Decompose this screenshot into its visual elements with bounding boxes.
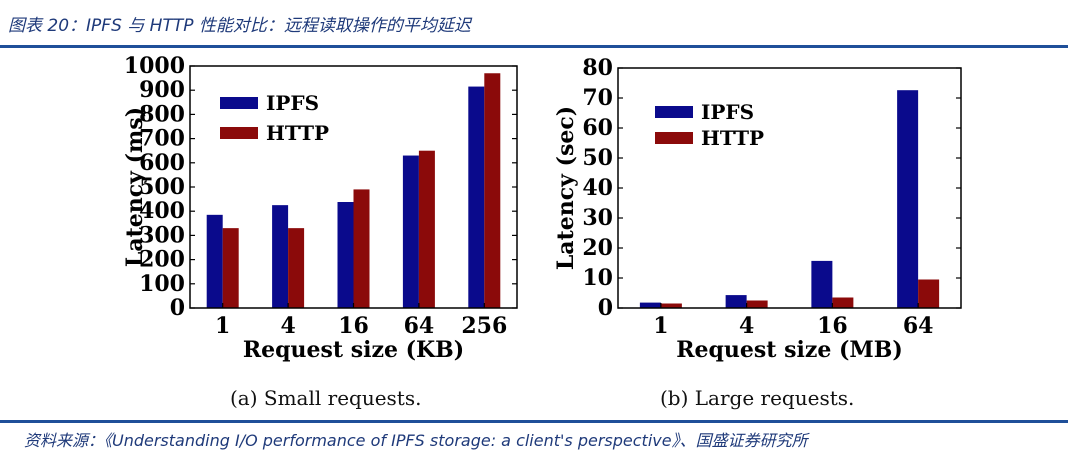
y-tick-label: 400 (139, 198, 185, 224)
x-axis-title: Request size (MB) (676, 337, 903, 363)
x-tick-label: 16 (817, 313, 848, 339)
bar-ipfs-4 (272, 205, 289, 308)
legend-label-ipfs: IPFS (266, 91, 319, 115)
y-axis-title: Latency (sec) (553, 106, 579, 270)
y-tick-label: 50 (582, 145, 613, 171)
y-tick-label: 80 (582, 55, 613, 81)
bar-http-4 (746, 300, 768, 308)
legend-swatch-ipfs (655, 106, 693, 118)
source-note: 资料来源：《Understanding I/O performance of I… (24, 431, 808, 450)
bar-ipfs-16 (337, 202, 354, 308)
y-tick-label: 700 (139, 126, 185, 152)
legend-swatch-http (655, 132, 693, 144)
bar-ipfs-1 (639, 302, 661, 308)
legend-swatch-http (220, 127, 258, 139)
bar-ipfs-64 (402, 155, 419, 308)
y-axis-title: Latency (ms) (122, 107, 148, 267)
bar-http-256 (484, 73, 501, 308)
y-tick-label: 0 (598, 295, 613, 321)
bottom-rule (0, 420, 1068, 423)
bar-http-1 (222, 228, 239, 308)
y-tick-label: 600 (139, 150, 185, 176)
y-tick-label: 1000 (124, 53, 185, 79)
bar-ipfs-4 (725, 295, 747, 308)
y-tick-label: 900 (139, 77, 185, 103)
bar-http-1 (660, 303, 682, 308)
top-rule (0, 45, 1068, 48)
legend-swatch-ipfs (220, 97, 258, 109)
x-tick-label: 1 (215, 313, 230, 339)
x-axis-title: Request size (KB) (243, 337, 464, 363)
caption-small-requests: (a) Small requests. (230, 386, 422, 410)
caption-large-requests: (b) Large requests. (660, 386, 855, 410)
legend-label-http: HTTP (266, 121, 329, 145)
y-tick-label: 800 (139, 101, 185, 127)
y-tick-label: 20 (582, 235, 613, 261)
bar-ipfs-256 (468, 86, 485, 308)
x-tick-label: 256 (461, 313, 507, 339)
bar-http-64 (418, 150, 435, 308)
y-tick-label: 70 (582, 85, 613, 111)
x-tick-label: 64 (404, 313, 435, 339)
y-tick-label: 200 (139, 247, 185, 273)
x-tick-label: 16 (338, 313, 369, 339)
y-tick-label: 500 (139, 174, 185, 200)
legend-label-ipfs: IPFS (701, 100, 754, 124)
y-tick-label: 10 (582, 265, 613, 291)
bar-ipfs-1 (206, 214, 223, 308)
y-tick-label: 100 (139, 271, 185, 297)
bar-http-4 (288, 228, 305, 308)
y-tick-label: 300 (139, 222, 185, 248)
y-tick-label: 40 (582, 175, 613, 201)
y-tick-label: 30 (582, 205, 613, 231)
x-tick-label: 64 (903, 313, 934, 339)
legend-label-http: HTTP (701, 126, 764, 150)
bar-ipfs-64 (897, 90, 919, 308)
bar-http-16 (353, 189, 370, 308)
bar-ipfs-16 (811, 260, 833, 308)
y-tick-label: 0 (170, 295, 185, 321)
x-tick-label: 1 (653, 313, 668, 339)
y-tick-label: 60 (582, 115, 613, 141)
bar-http-16 (832, 297, 854, 308)
x-tick-label: 4 (280, 313, 295, 339)
figure-title: 图表 20：IPFS 与 HTTP 性能对比：远程读取操作的平均延迟 (8, 16, 471, 36)
x-tick-label: 4 (739, 313, 754, 339)
bar-http-64 (918, 279, 940, 308)
